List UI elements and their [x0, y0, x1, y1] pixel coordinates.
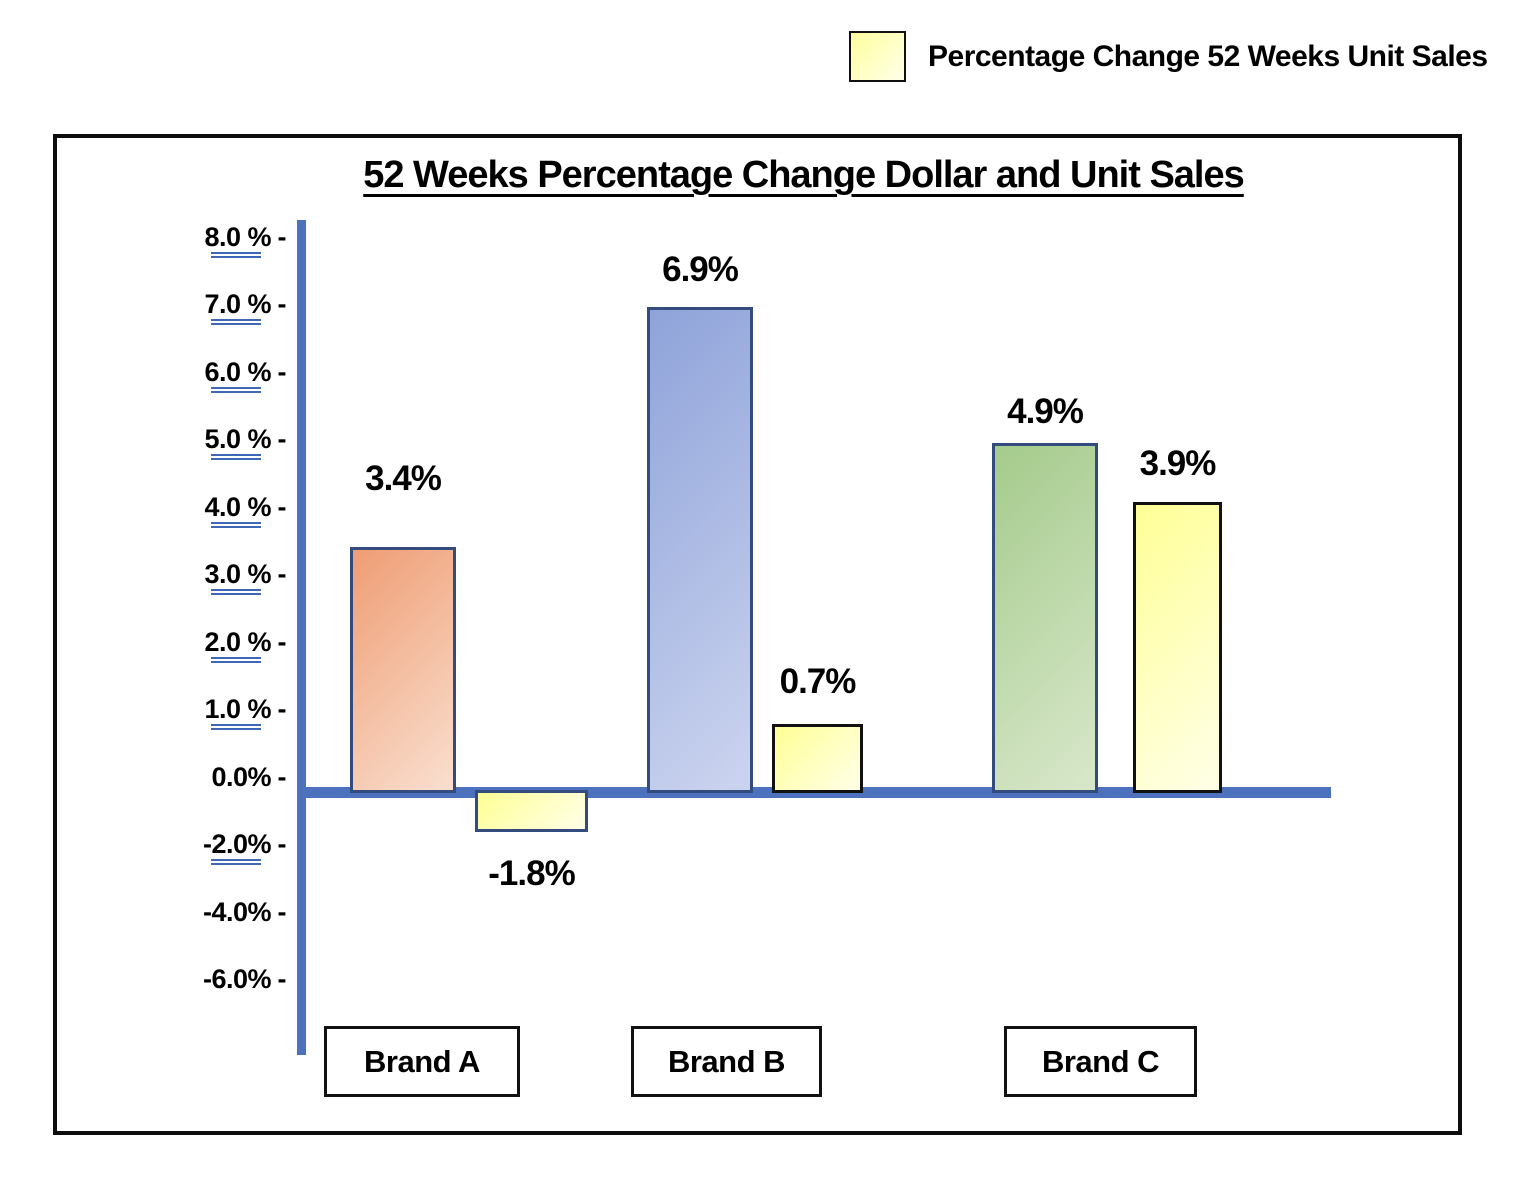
y-tick-5: 5.0 % -: [117, 421, 293, 460]
brand-a-dollar-value-label: 3.4%: [365, 459, 442, 498]
y-tick-0: 0.0% -: [117, 759, 293, 795]
chart-area: 52 Weeks Percentage Change Dollar and Un…: [53, 134, 1462, 1135]
brand-b-dollar-bar: [647, 307, 753, 793]
tick-double-underline: [211, 724, 261, 730]
y-tick-label: 5.0 %: [204, 423, 271, 454]
legend-unit-sales-swatch: [849, 31, 906, 82]
y-tick-7: 7.0 % -: [117, 286, 293, 325]
y-tick-mark: -: [277, 828, 287, 859]
tick-double-underline: [211, 454, 261, 460]
y-tick-neg6: -6.0% -: [117, 961, 293, 997]
y-tick-mark: -: [277, 491, 287, 522]
legend-unit-sales-label: Percentage Change 52 Weeks Unit Sales: [928, 39, 1488, 73]
brand-c-unit-value-label: 3.9%: [1139, 444, 1217, 483]
category-box-brand-b: Brand B: [631, 1026, 822, 1097]
tick-double-underline: [211, 657, 261, 663]
y-tick-label: 7.0 %: [204, 288, 271, 319]
y-tick-label: 1.0 %: [204, 693, 271, 724]
y-tick-mark: -: [277, 221, 287, 252]
tick-double-underline: [211, 387, 261, 393]
y-tick-label: -4.0%: [202, 896, 272, 927]
chart-title: 52 Weeks Percentage Change Dollar and Un…: [363, 154, 1245, 196]
y-tick-8: 8.0 % -: [117, 219, 293, 258]
y-tick-label: -6.0%: [202, 963, 272, 994]
y-tick-1: 1.0 % -: [117, 691, 293, 730]
brand-a-dollar-bar: [350, 547, 456, 793]
brand-a-unit-bar: [475, 790, 588, 832]
y-axis-line: [297, 220, 306, 1055]
brand-c-unit-bar: [1133, 502, 1222, 793]
brand-b-unit-value-label: 0.7%: [779, 662, 857, 701]
y-tick-mark: -: [277, 626, 287, 657]
y-tick-neg2: -2.0% -: [117, 826, 293, 865]
y-tick-label: -2.0%: [202, 828, 272, 859]
y-tick-label: 4.0 %: [204, 491, 271, 522]
legend: Percentage Change 52 Weeks Unit Sales: [849, 31, 1488, 82]
tick-double-underline: [211, 252, 261, 258]
y-tick-mark: -: [277, 896, 287, 927]
y-tick-mark: -: [277, 356, 287, 387]
y-tick-neg4: -4.0% -: [117, 894, 293, 930]
category-box-brand-a: Brand A: [324, 1026, 520, 1097]
y-tick-label: 6.0 %: [204, 356, 271, 387]
brand-c-dollar-bar: [992, 443, 1098, 793]
y-tick-6: 6.0 % -: [117, 354, 293, 393]
tick-double-underline: [211, 522, 261, 528]
y-tick-4: 4.0 % -: [117, 489, 293, 528]
brand-a-unit-value-label: -1.8%: [488, 854, 575, 893]
brand-c-dollar-value-label: 4.9%: [1007, 392, 1084, 431]
y-tick-mark: -: [277, 761, 287, 792]
y-tick-label: 8.0 %: [204, 221, 271, 252]
tick-double-underline: [211, 319, 261, 325]
y-tick-3: 3.0 % -: [117, 556, 293, 595]
y-tick-mark: -: [277, 288, 287, 319]
y-tick-label: 0.0%: [211, 761, 271, 792]
y-tick-label: 2.0 %: [204, 626, 271, 657]
brand-b-unit-bar: [772, 724, 863, 793]
tick-double-underline: [211, 589, 261, 595]
y-tick-label: 3.0 %: [204, 558, 271, 589]
brand-b-dollar-value-label: 6.9%: [662, 250, 739, 289]
y-tick-mark: -: [277, 693, 287, 724]
y-tick-mark: -: [277, 963, 287, 994]
y-tick-2: 2.0 % -: [117, 624, 293, 663]
y-tick-mark: -: [277, 558, 287, 589]
y-tick-mark: -: [277, 423, 287, 454]
tick-double-underline: [211, 859, 261, 865]
category-box-brand-c: Brand C: [1004, 1026, 1197, 1097]
